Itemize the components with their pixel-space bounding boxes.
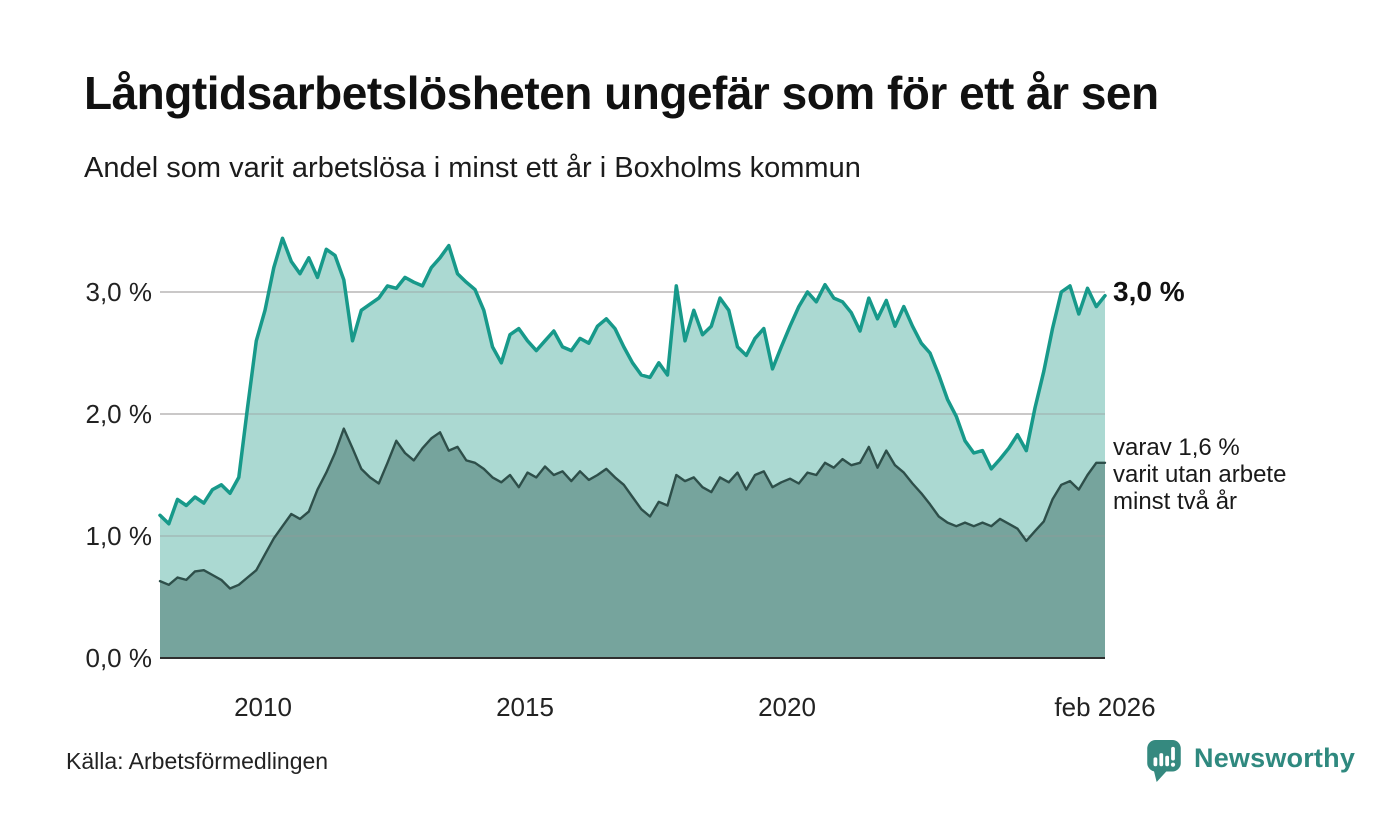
x-axis-tick-feb-2026: feb 2026 xyxy=(1054,692,1156,722)
annotation-line-3: minst två år xyxy=(1113,488,1238,515)
y-axis-tick-3: 3,0 % xyxy=(85,277,153,307)
x-axis-tick-2015: 2015 xyxy=(496,692,554,722)
brand-name: Newsworthy xyxy=(1194,743,1356,773)
brand-lockup: Newsworthy xyxy=(1146,739,1355,783)
annotation-line-2: varit utan arbete xyxy=(1113,461,1287,488)
y-axis-tick-1: 1,0 % xyxy=(85,521,153,551)
page-title: Långtidsarbetslösheten ungefär som för e… xyxy=(84,67,1159,119)
page-subtitle: Andel som varit arbetslösa i minst ett å… xyxy=(84,152,861,184)
source-credit: Källa: Arbetsförmedlingen xyxy=(66,748,329,774)
secondary-series-annotation: varav 1,6 % varit utan arbete minst två … xyxy=(1113,434,1286,515)
annotation-line-1: varav 1,6 % xyxy=(1113,434,1240,461)
newsworthy-logo-icon xyxy=(1147,740,1181,782)
x-axis-tick-2010: 2010 xyxy=(234,692,292,722)
x-axis-tick-2020: 2020 xyxy=(758,692,816,722)
y-axis-tick-2: 2,0 % xyxy=(85,399,153,429)
y-axis-tick-0: 0,0 % xyxy=(85,643,153,673)
latest-total-value-label: 3,0 % xyxy=(1113,276,1185,307)
